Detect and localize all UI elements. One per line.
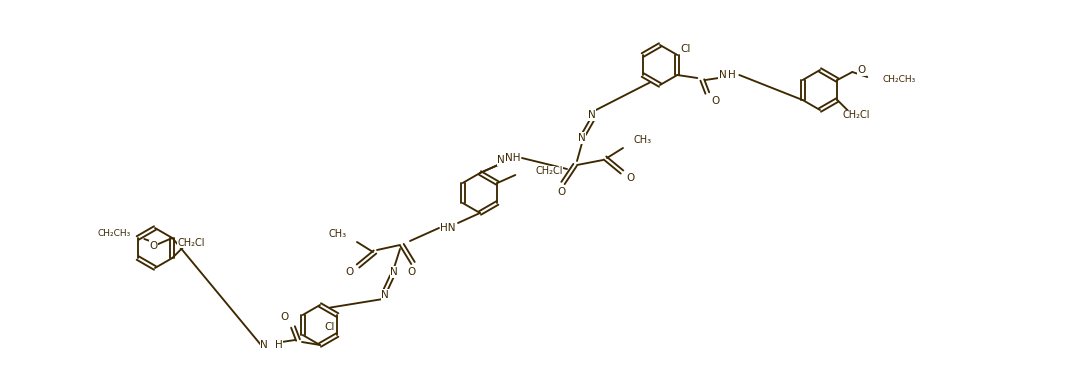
Text: N: N xyxy=(588,110,596,120)
Text: O: O xyxy=(711,96,720,106)
Text: CH₂CH₃: CH₂CH₃ xyxy=(883,76,916,85)
Text: H: H xyxy=(506,155,514,165)
Text: CH₃: CH₃ xyxy=(329,229,347,239)
Text: O: O xyxy=(407,267,415,277)
Text: CH₂Cl: CH₂Cl xyxy=(535,166,563,176)
Text: O: O xyxy=(281,312,289,322)
Text: NH: NH xyxy=(505,153,521,163)
Text: Cl: Cl xyxy=(681,44,691,54)
Text: Cl: Cl xyxy=(324,322,334,332)
Text: CH₃: CH₃ xyxy=(633,135,651,145)
Text: N: N xyxy=(497,155,505,165)
Text: O: O xyxy=(858,65,865,75)
Text: N: N xyxy=(391,267,398,277)
Text: H: H xyxy=(275,340,283,350)
Text: O: O xyxy=(626,173,634,183)
Text: CH₂Cl: CH₂Cl xyxy=(843,110,870,120)
Text: N: N xyxy=(260,340,268,350)
Text: H: H xyxy=(728,70,736,80)
Text: N: N xyxy=(381,290,388,300)
Text: CH₂Cl: CH₂Cl xyxy=(177,238,205,248)
Text: O: O xyxy=(149,241,158,251)
Text: HN: HN xyxy=(440,223,455,233)
Text: O: O xyxy=(557,187,565,197)
Text: N: N xyxy=(578,133,586,143)
Text: O: O xyxy=(345,267,354,277)
Text: CH₂CH₃: CH₂CH₃ xyxy=(97,229,131,238)
Text: N: N xyxy=(719,70,726,80)
